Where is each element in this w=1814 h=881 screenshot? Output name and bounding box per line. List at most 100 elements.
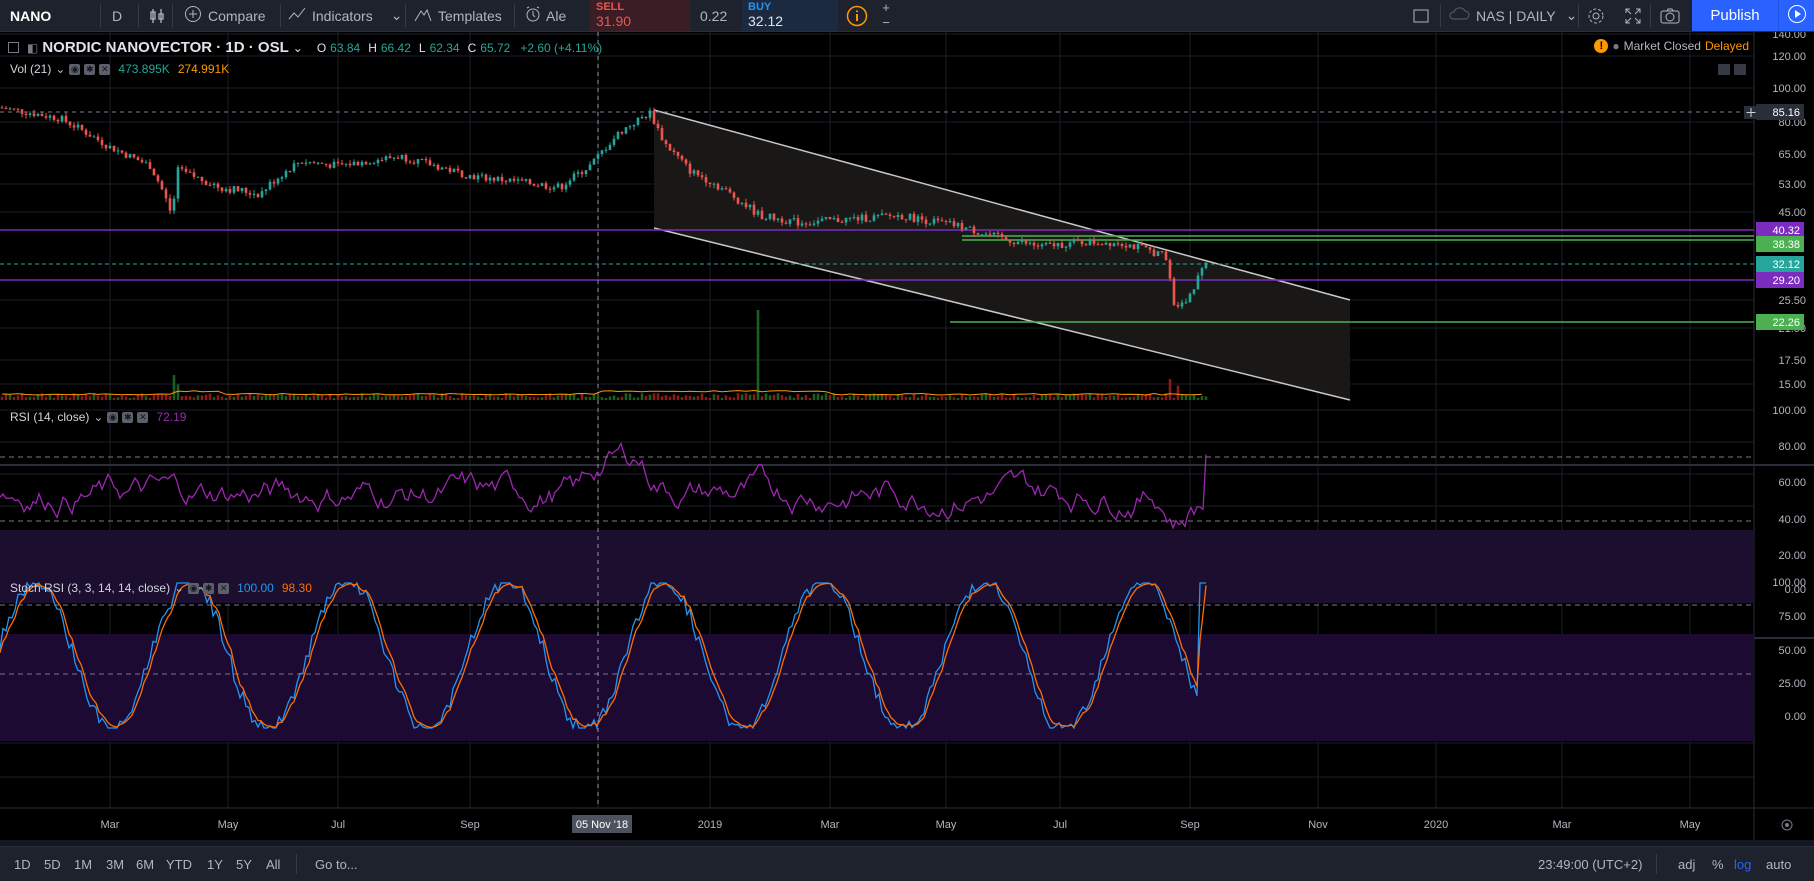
replay-button[interactable]: [1778, 0, 1814, 31]
chart-area[interactable]: 140.00 120.00 100.00 80.00 65.00 53.00 45.00 25…: [0, 29, 1814, 840]
settings-gear-icon[interactable]: [1781, 819, 1793, 831]
range-1y-button[interactable]: 1Y: [207, 856, 223, 872]
volume-bar: [404, 396, 408, 400]
candle-body: [556, 183, 560, 188]
templates-button[interactable]: Templates: [414, 0, 502, 31]
volume-bar: [708, 397, 712, 400]
increase-button[interactable]: +: [882, 0, 890, 15]
sell-button[interactable]: SELL 31.90: [590, 0, 690, 31]
volume-bar: [612, 395, 616, 400]
chevron-down-icon[interactable]: ⌄: [174, 581, 185, 595]
range-all-button[interactable]: All: [266, 856, 281, 872]
chevron-down-icon[interactable]: ⌄: [55, 62, 66, 76]
candle-body: [768, 213, 772, 219]
adj-toggle[interactable]: adj: [1678, 856, 1696, 872]
chevron-down-icon[interactable]: ⌄: [292, 40, 303, 55]
fullscreen-icon[interactable]: [1624, 0, 1642, 31]
decrease-button[interactable]: −: [882, 15, 890, 30]
volume-bar: [68, 397, 72, 400]
candle-body: [400, 154, 404, 159]
candle-body: [868, 220, 872, 222]
candle-body: [504, 181, 508, 183]
candle-body: [292, 163, 296, 172]
settings-icon[interactable]: ✱: [84, 63, 96, 75]
candle-body: [888, 214, 892, 216]
volume-bar: [352, 396, 356, 400]
candle-body: [932, 218, 936, 224]
symbol-search[interactable]: NANO: [10, 7, 52, 24]
eye-icon[interactable]: ◉: [69, 63, 81, 75]
chart-type-icon[interactable]: [148, 0, 166, 31]
eye-icon[interactable]: ◉: [107, 411, 119, 423]
stoch-tick-label: 25.00: [1778, 678, 1806, 690]
publish-button[interactable]: Publish: [1692, 0, 1778, 31]
channel-lower-line[interactable]: [653, 227, 1351, 401]
volume-bar: [344, 396, 348, 400]
candle-body: [560, 183, 564, 190]
rsi-line: [0, 441, 1207, 530]
layout-button[interactable]: NAS | DAILY ⌄: [1448, 0, 1577, 31]
eye-icon[interactable]: ◉: [188, 582, 200, 594]
fullscreen-square-icon[interactable]: [1412, 0, 1430, 31]
range-6m-button[interactable]: 6M: [136, 856, 155, 872]
chevron-down-icon[interactable]: ⌄: [93, 410, 104, 424]
candle-body: [1052, 243, 1056, 247]
settings-gear-icon[interactable]: [1586, 0, 1606, 31]
volume-bar: [1148, 393, 1152, 400]
range-ytd-button[interactable]: YTD: [166, 856, 192, 872]
auto-toggle[interactable]: auto: [1766, 856, 1792, 872]
interval-button[interactable]: D: [112, 7, 123, 24]
volume-bar: [780, 394, 784, 400]
candle-body: [1116, 243, 1120, 245]
candle-body: [976, 233, 980, 235]
candle-body: [240, 187, 244, 192]
log-toggle[interactable]: log: [1734, 856, 1752, 872]
candle-body: [216, 183, 220, 188]
camera-icon[interactable]: [1660, 0, 1680, 31]
info-icon[interactable]: [846, 0, 868, 31]
range-1d-button[interactable]: 1D: [14, 856, 31, 872]
chart-canvas[interactable]: 140.00 120.00 100.00 80.00 65.00 53.00 45.00 25…: [0, 29, 1814, 840]
rsi-legend[interactable]: RSI (14, close) ⌄ ◉ ✱ ✕ 72.19: [10, 410, 186, 424]
price-axis[interactable]: 140.00120.00100.0080.0065.0053.0045.0025…: [1772, 29, 1806, 391]
candle-body: [0, 107, 4, 109]
time-axis[interactable]: Mar May Jul Sep 05 Nov '18 2019 Mar May Jul Sep No…: [101, 815, 1701, 833]
channel-upper-line[interactable]: [653, 109, 1351, 301]
close-icon[interactable]: ✕: [218, 582, 230, 594]
settings-icon[interactable]: ✱: [122, 411, 134, 423]
close-icon[interactable]: ✕: [99, 63, 111, 75]
close-icon[interactable]: ✕: [137, 411, 149, 423]
rsi-axis[interactable]: 100.00 80.00 60.00 40.00 20.00 0.00: [1772, 405, 1806, 596]
plus-icon[interactable]: [1744, 106, 1758, 119]
range-5y-button[interactable]: 5Y: [236, 856, 252, 872]
range-1m-button[interactable]: 1M: [74, 856, 93, 872]
percent-toggle[interactable]: %: [1712, 856, 1724, 872]
compare-button[interactable]: Compare: [184, 0, 266, 31]
candle-body: [328, 164, 332, 168]
settings-icon[interactable]: ✱: [203, 582, 215, 594]
stoch-legend[interactable]: Stoch RSI (3, 3, 14, 14, close) ⌄ ◉ ✱ ✕ …: [10, 581, 312, 595]
volume-bar: [44, 396, 48, 400]
range-3m-button[interactable]: 3M: [106, 856, 125, 872]
candle-body: [296, 162, 300, 164]
goto-button[interactable]: Go to...: [315, 856, 358, 872]
symbol-legend[interactable]: ◧ NORDIC NANOVECTOR · 1D · OSL ⌄ O 63.84 …: [8, 39, 602, 56]
indicators-button[interactable]: Indicators ⌄: [288, 0, 402, 31]
candle-body: [1012, 242, 1016, 245]
candle-body: [1016, 241, 1020, 245]
volume-bar: [728, 396, 732, 400]
collapse-pane-icons[interactable]: [1718, 64, 1746, 75]
buy-button[interactable]: BUY 32.12: [742, 0, 838, 31]
alert-button[interactable]: Ale: [524, 0, 566, 31]
vol-legend[interactable]: Vol (21) ⌄ ◉ ✱ ✕ 473.895K 274.991K: [10, 62, 229, 76]
stoch-axis[interactable]: 100.00 75.00 50.00 25.00 0.00: [1772, 577, 1806, 723]
candle-body: [876, 215, 880, 217]
range-5d-button[interactable]: 5D: [44, 856, 61, 872]
clock-time[interactable]: 23:49:00 (UTC+2): [1538, 856, 1643, 872]
price-tick-label: 17.50: [1778, 355, 1806, 367]
candle-body: [288, 171, 292, 173]
volume-bar: [452, 397, 456, 400]
rsi-tick-label: 20.00: [1778, 550, 1806, 562]
collapse-icon[interactable]: [8, 42, 19, 53]
candle-body: [1100, 244, 1104, 246]
